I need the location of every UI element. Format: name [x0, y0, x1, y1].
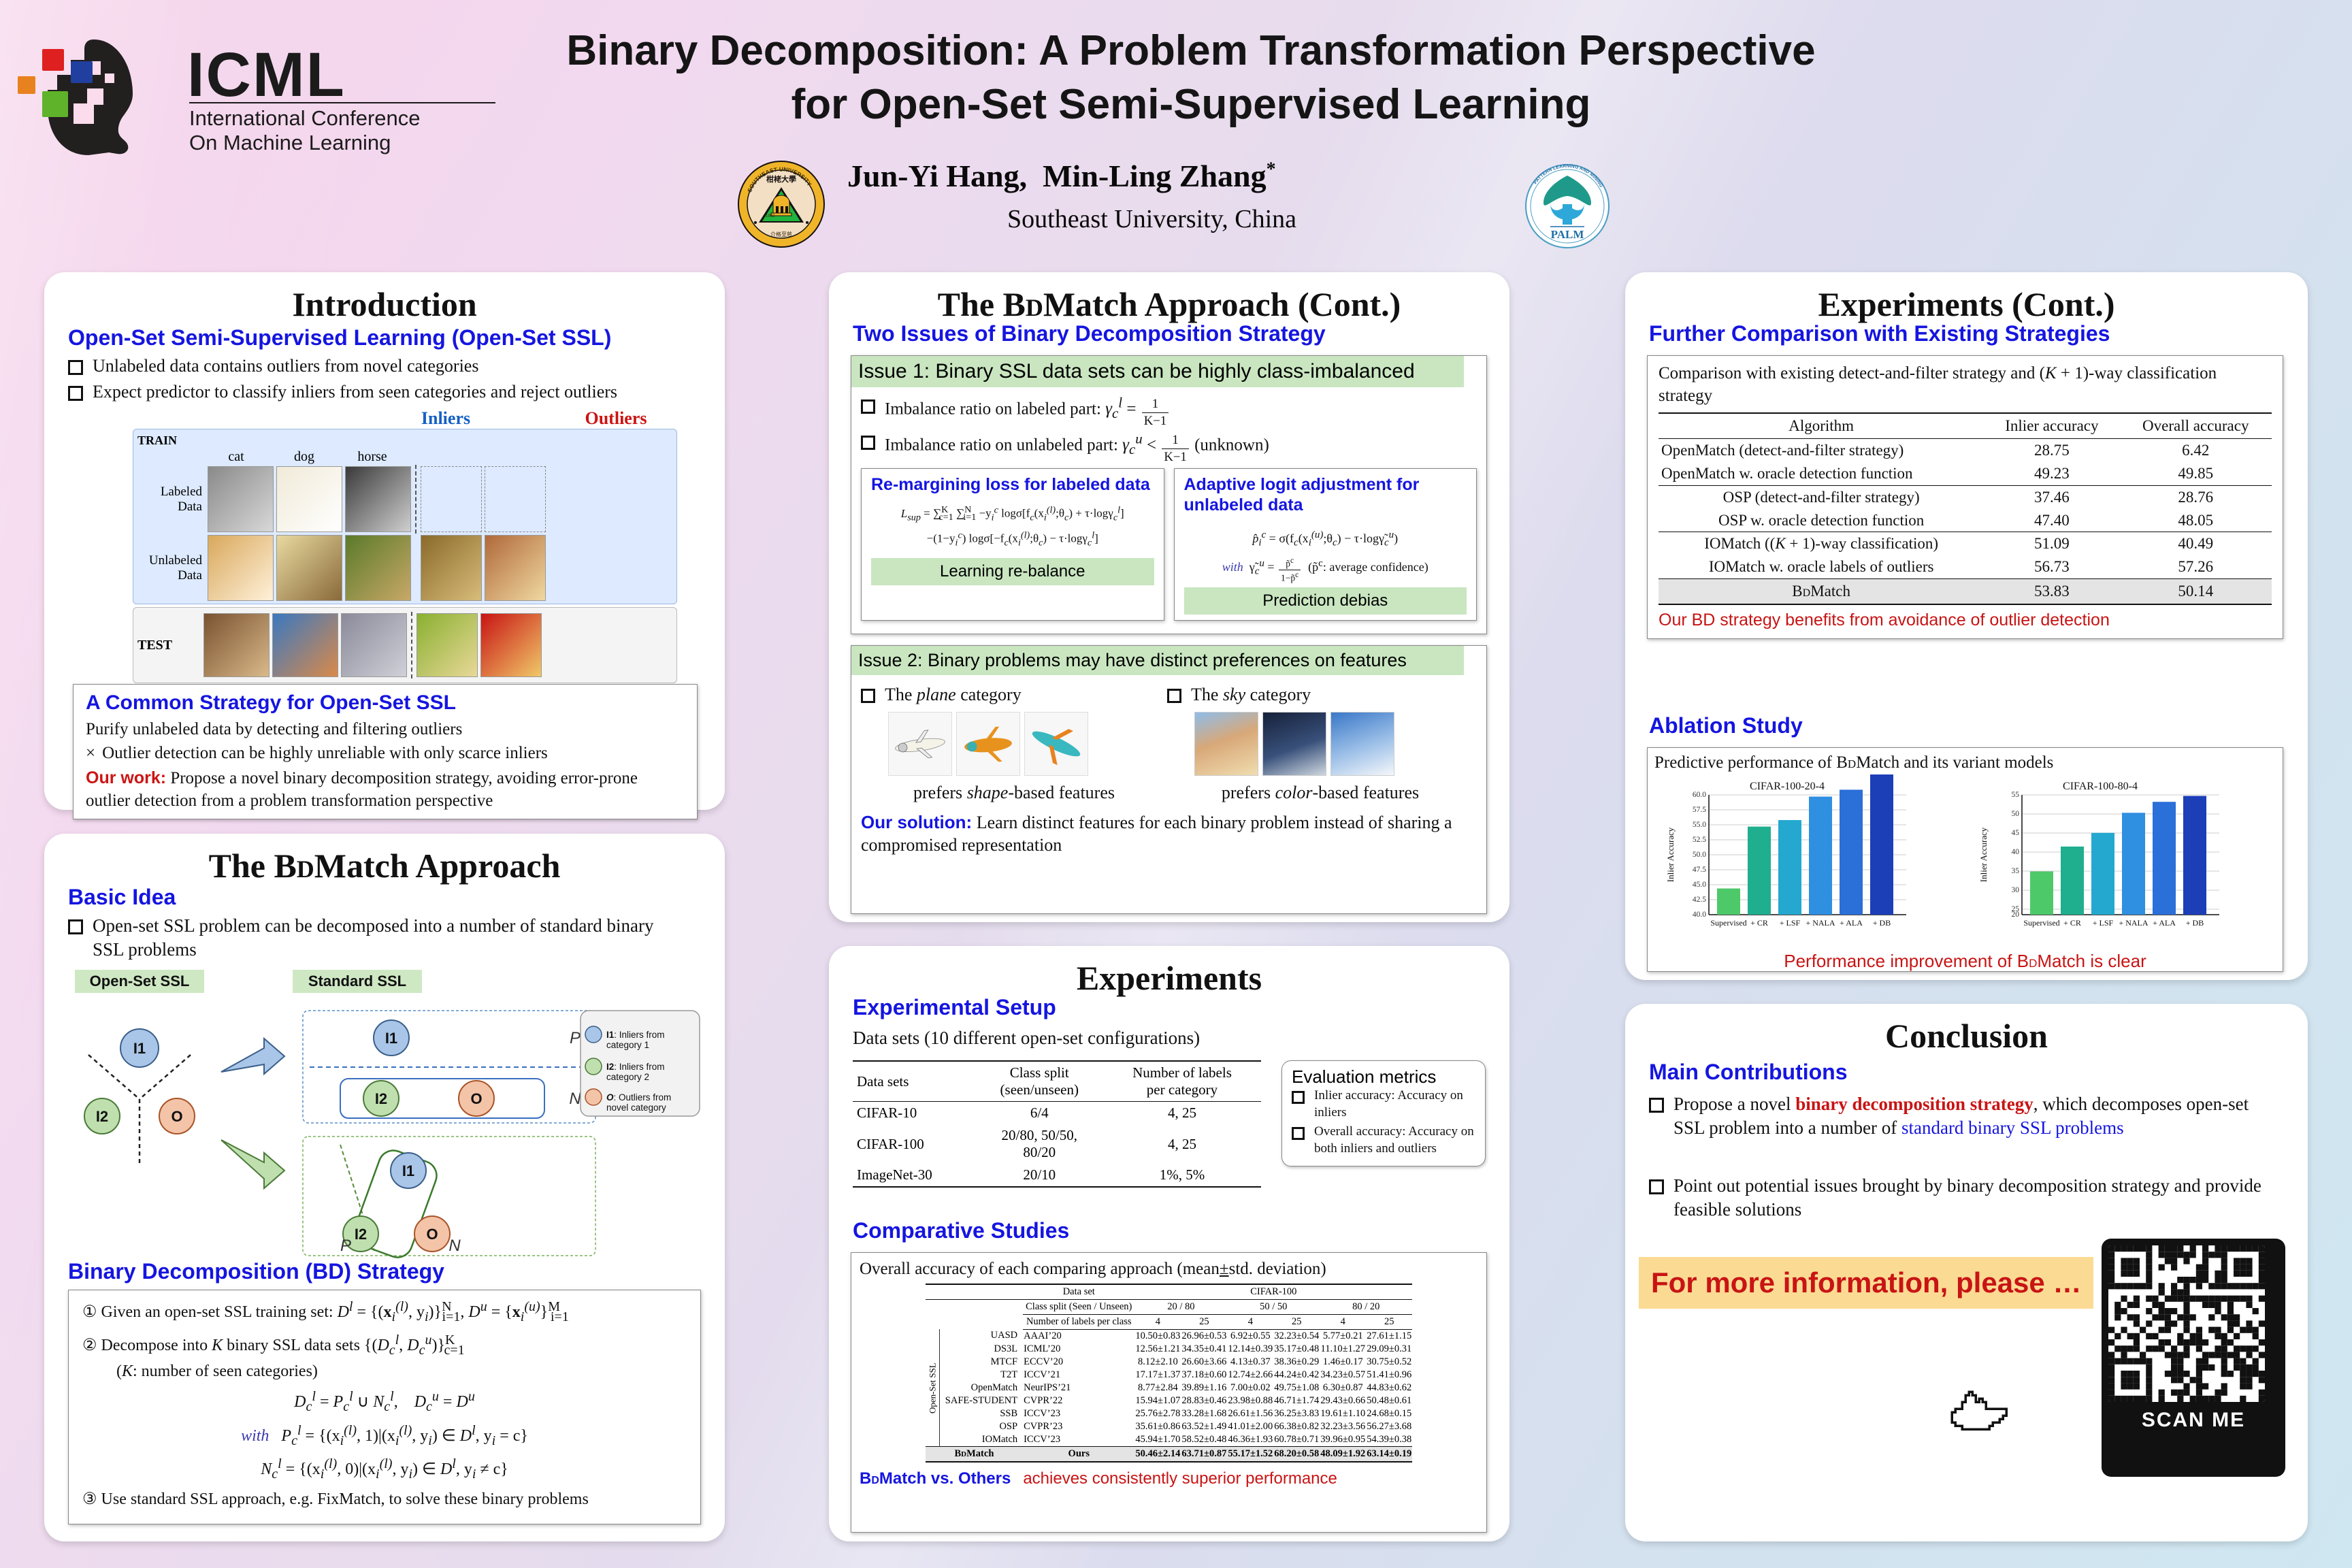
svg-text:P: P — [570, 1029, 581, 1047]
svg-text:1902: 1902 — [766, 214, 775, 218]
svg-text:40.0: 40.0 — [1693, 911, 1706, 919]
svg-text:I2: I2 — [96, 1108, 108, 1125]
svg-text:Open-Set SSL: Open-Set SSL — [90, 973, 190, 990]
svg-text:CIFAR-100-80-4: CIFAR-100-80-4 — [2063, 781, 2138, 792]
svg-text:CIFAR-100-20-4: CIFAR-100-20-4 — [1750, 781, 1825, 792]
svg-text:45: 45 — [2012, 829, 2020, 837]
svg-text:category 1: category 1 — [606, 1040, 649, 1050]
svg-text:45.0: 45.0 — [1693, 881, 1706, 889]
svg-text:I2: I2 — [355, 1226, 367, 1243]
svg-text:47.5: 47.5 — [1693, 866, 1706, 874]
svg-text:N: N — [448, 1237, 461, 1255]
svg-text:57.5: 57.5 — [1693, 806, 1706, 814]
svg-text:52.5: 52.5 — [1693, 836, 1706, 844]
svg-text:+ CR: + CR — [2063, 918, 2081, 928]
svg-text:+ LSF: + LSF — [2093, 918, 2114, 928]
svg-text:42.5: 42.5 — [1693, 896, 1706, 904]
svg-text:+ NALA: + NALA — [2119, 918, 2148, 928]
svg-text:category 2: category 2 — [606, 1072, 649, 1082]
svg-text:60.0: 60.0 — [1693, 791, 1706, 799]
svg-text:O: Outliers from: O: Outliers from — [606, 1092, 671, 1102]
svg-text:40: 40 — [2012, 848, 2020, 856]
svg-text:+ DB: + DB — [2186, 918, 2204, 928]
svg-text:I1: I1 — [385, 1030, 397, 1047]
svg-text:+ DB: + DB — [1873, 918, 1891, 928]
svg-text:50.0: 50.0 — [1693, 851, 1706, 859]
svg-text:+ ALA: + ALA — [1840, 918, 1863, 928]
svg-text:20: 20 — [2012, 911, 2020, 919]
svg-text:柑栳大學: 柑栳大學 — [766, 174, 796, 184]
svg-text:N: N — [569, 1090, 581, 1108]
svg-text:I2: Inliers from: I2: Inliers from — [606, 1062, 665, 1072]
svg-text:Inlier Accuracy: Inlier Accuracy — [1665, 827, 1676, 882]
svg-text:P: P — [340, 1237, 351, 1255]
svg-text:30: 30 — [2012, 886, 2020, 894]
svg-text:O: O — [470, 1090, 482, 1107]
svg-text:PALM: PALM — [1551, 228, 1584, 241]
svg-text:Standard SSL: Standard SSL — [308, 973, 406, 990]
svg-text:Inlier Accuracy: Inlier Accuracy — [1978, 827, 1989, 882]
svg-text:50: 50 — [2012, 810, 2020, 818]
svg-text:+ CR: + CR — [1750, 918, 1768, 928]
svg-text:55.0: 55.0 — [1693, 821, 1706, 829]
svg-text:I1: I1 — [402, 1162, 414, 1179]
svg-text:介格至慈: 介格至慈 — [770, 231, 792, 238]
svg-text:novel category: novel category — [606, 1102, 666, 1113]
svg-text:I2: I2 — [375, 1090, 387, 1107]
svg-text:I1: I1 — [133, 1040, 146, 1057]
svg-text:+ LSF: + LSF — [1780, 918, 1801, 928]
svg-text:Supervised: Supervised — [1710, 918, 1746, 928]
svg-text:+ NALA: + NALA — [1806, 918, 1835, 928]
svg-text:55: 55 — [2012, 791, 2020, 799]
svg-text:35: 35 — [2012, 867, 2020, 875]
svg-text:+ ALA: + ALA — [2153, 918, 2176, 928]
svg-text:O: O — [171, 1108, 182, 1125]
svg-text:Supervised: Supervised — [2023, 918, 2059, 928]
svg-text:O: O — [426, 1226, 438, 1243]
svg-text:I1: Inliers from: I1: Inliers from — [606, 1030, 665, 1040]
